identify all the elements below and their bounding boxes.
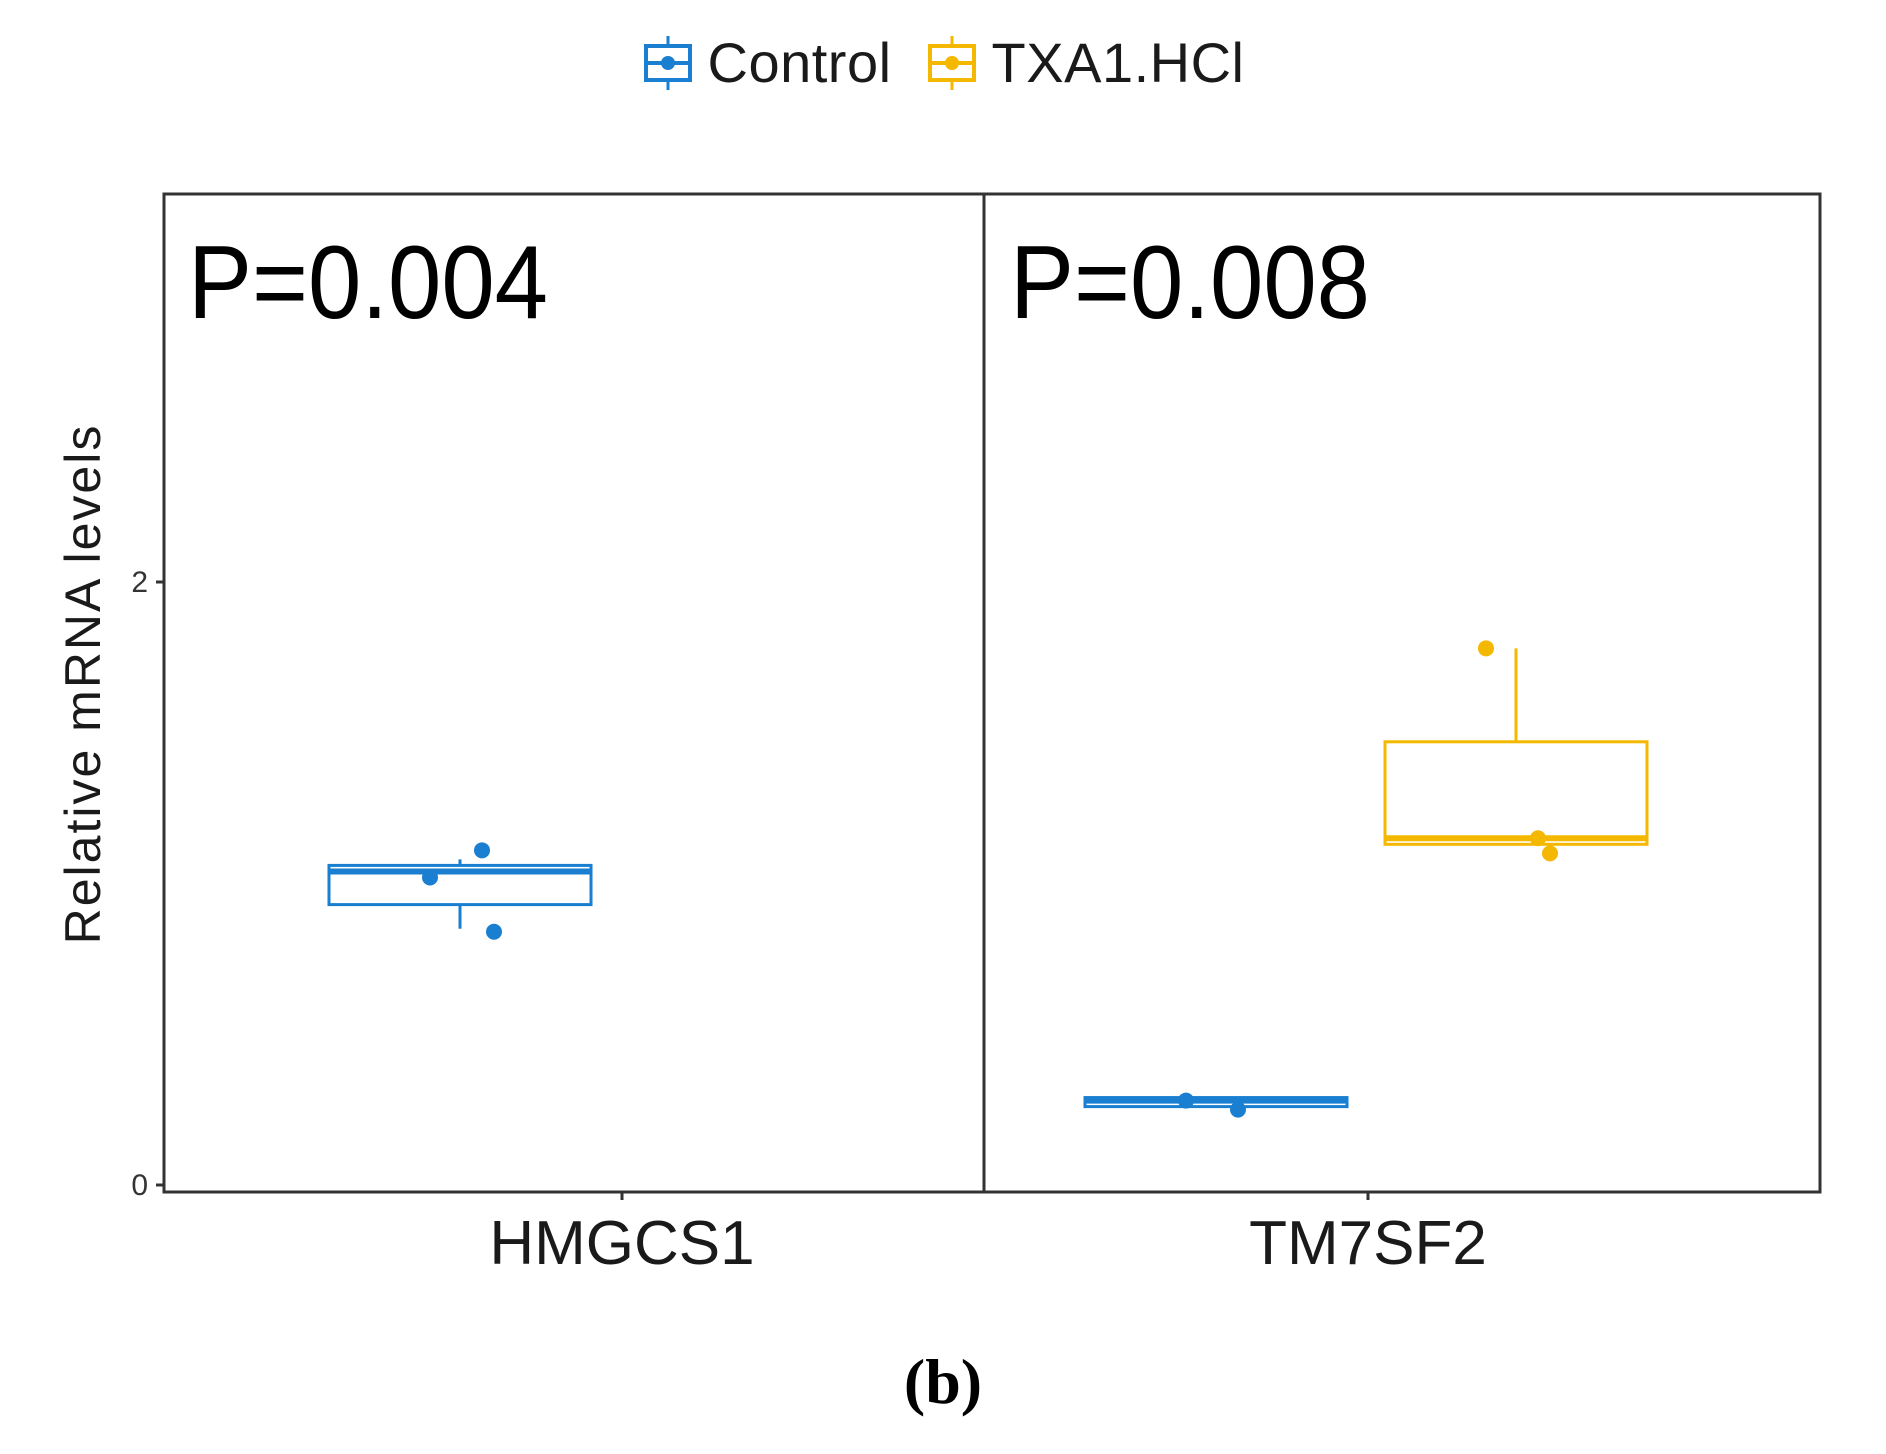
- p-value-label: P=0.008: [1010, 225, 1370, 341]
- x-tick-label: HMGCS1: [489, 1209, 754, 1278]
- legend-key-control: [643, 35, 692, 90]
- y-tick-label: 0: [131, 1169, 148, 1202]
- data-point: [1478, 640, 1494, 657]
- data-point: [486, 923, 502, 940]
- box-control: [327, 842, 593, 940]
- y-axis: 0246: [131, 566, 164, 1202]
- p-value-label: P=0.004: [188, 225, 548, 341]
- panels: P=0.004 HMGCS1 P=0.008 TM7SF2: [188, 225, 1649, 1278]
- box-iqr: [1383, 740, 1649, 846]
- data-point: [1230, 1101, 1246, 1118]
- panel-frame-right: [982, 192, 1822, 1194]
- data-point: [1178, 1092, 1194, 1109]
- data-point: [474, 842, 490, 859]
- y-axis-label: Relative mRNA levels: [55, 424, 111, 945]
- legend: Control TXA1.HCl: [0, 30, 1886, 95]
- x-tick-label: TM7SF2: [1249, 1209, 1487, 1278]
- data-point: [1530, 830, 1546, 847]
- panel-tm7sf2: P=0.008 TM7SF2: [1010, 225, 1649, 1278]
- legend-key-txa1: [927, 35, 976, 90]
- figure-caption: (b): [903, 1346, 983, 1417]
- legend-item-control: Control: [642, 30, 892, 95]
- legend-item-txa1: TXA1.HCl: [926, 30, 1245, 95]
- data-point: [422, 869, 438, 886]
- legend-label-control: Control: [707, 31, 892, 94]
- panel-hmgcs1: P=0.004 HMGCS1: [188, 225, 755, 1278]
- box-txa1-hcl: [1383, 640, 1649, 862]
- legend-label-txa1: TXA1.HCl: [991, 31, 1245, 94]
- panel-frame-left: [162, 192, 986, 1194]
- y-tick-label: 2: [131, 566, 148, 599]
- data-point: [1542, 845, 1558, 862]
- box-control: [1083, 1092, 1349, 1118]
